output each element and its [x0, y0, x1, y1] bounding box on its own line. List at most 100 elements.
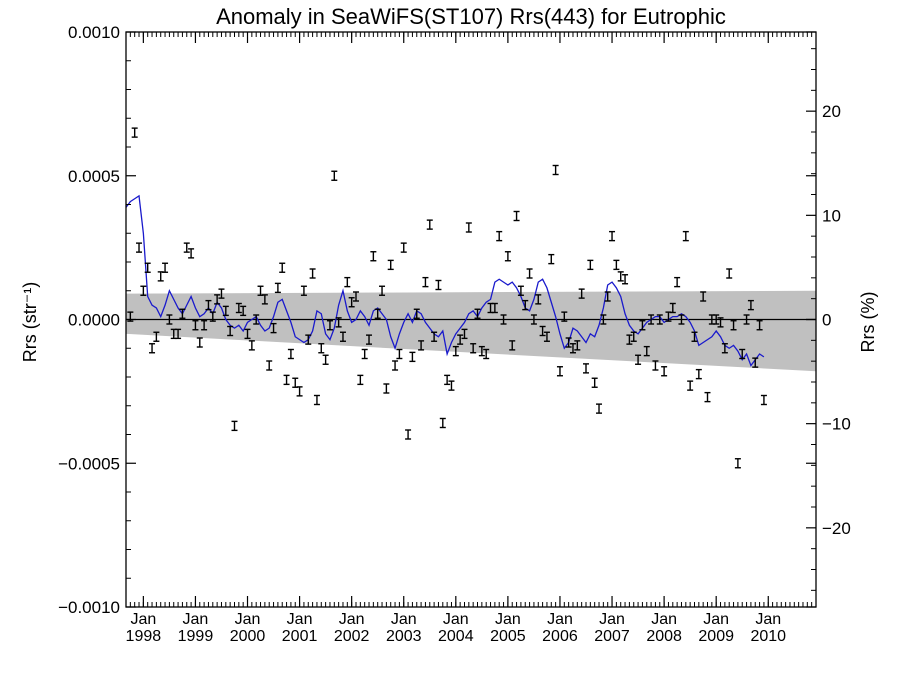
x-tick-label-year: 2010 [750, 628, 786, 645]
error-bar [630, 331, 637, 342]
x-tick-label-month: Jan [287, 611, 313, 628]
error-bar [196, 337, 203, 348]
error-bar [526, 268, 533, 279]
error-bar [661, 366, 668, 377]
error-bar [396, 348, 403, 360]
error-bar [483, 348, 490, 360]
x-tick-label-year: 2001 [282, 628, 318, 645]
error-bar [556, 366, 563, 377]
error-bar [413, 308, 420, 319]
error-bar [344, 276, 351, 288]
error-bar [400, 242, 407, 253]
y-axis-label-right: Rrs (%) [858, 292, 878, 353]
error-bar [700, 291, 707, 302]
error-bar [739, 348, 746, 360]
error-bar [578, 288, 585, 299]
error-bar [613, 259, 620, 271]
error-bar [153, 331, 160, 342]
error-bar [726, 268, 733, 279]
error-bar [179, 308, 186, 319]
error-bar [136, 242, 143, 253]
error-bar [379, 285, 386, 296]
y-right-tick-label: −20 [822, 519, 851, 538]
error-bar [426, 219, 433, 230]
error-bar [561, 311, 568, 322]
error-bar [543, 331, 550, 342]
error-bar [752, 357, 759, 368]
error-bar [348, 297, 355, 308]
error-bars-layer [127, 127, 767, 469]
error-bar [183, 242, 190, 253]
x-tick-label-month: Jan [339, 611, 365, 628]
error-bar [721, 343, 728, 354]
error-bar [240, 305, 247, 317]
error-bar [435, 279, 442, 291]
error-bar [383, 383, 390, 394]
error-bar [188, 248, 195, 259]
error-bar [166, 314, 173, 325]
confidence-band [126, 290, 816, 372]
error-bar [648, 314, 655, 325]
error-bar [639, 320, 646, 331]
error-bar [439, 417, 446, 429]
error-bar [604, 291, 611, 302]
error-bar [695, 368, 702, 380]
error-bar [313, 394, 320, 406]
error-bar [392, 360, 399, 371]
error-bar [322, 354, 329, 365]
error-bar [596, 403, 603, 414]
error-bar [704, 391, 711, 403]
error-bar [669, 302, 676, 314]
y-left-tick-label: 0.0010 [68, 23, 120, 42]
x-tick-label-month: Jan [235, 611, 261, 628]
error-bar [522, 299, 529, 311]
error-bar [552, 164, 559, 176]
x-tick-label-year: 2003 [386, 628, 422, 645]
error-bar [366, 334, 373, 345]
error-bar [682, 230, 689, 242]
error-bar [591, 377, 598, 388]
error-bar [583, 363, 589, 374]
x-tick-label-year: 1998 [126, 628, 162, 645]
error-bar [465, 222, 472, 233]
error-bar [530, 314, 537, 325]
error-bar [422, 276, 429, 288]
error-bar [331, 170, 338, 181]
error-bar [309, 268, 316, 279]
error-bar [452, 345, 459, 357]
x-tick-label-month: Jan [547, 611, 573, 628]
error-bar [730, 320, 737, 331]
error-bar [248, 340, 255, 351]
error-bar [318, 343, 325, 354]
x-tick-label-month: Jan [183, 611, 209, 628]
error-bar [201, 320, 208, 331]
x-tick-label-month: Jan [391, 611, 417, 628]
error-bar [209, 311, 216, 322]
error-bar [474, 308, 481, 319]
x-tick-label-year: 2002 [334, 628, 370, 645]
x-tick-label-month: Jan [443, 611, 469, 628]
error-bar [652, 360, 659, 371]
error-bar [283, 374, 290, 386]
x-tick-label-year: 2004 [438, 628, 474, 645]
error-bar [609, 230, 616, 242]
x-tick-label-month: Jan [651, 611, 677, 628]
x-tick-label-year: 2000 [230, 628, 266, 645]
error-bar [691, 331, 698, 342]
error-bar [192, 320, 199, 331]
error-bar [353, 291, 359, 302]
error-bar [635, 354, 642, 365]
error-bar [431, 331, 438, 342]
error-bar [266, 360, 273, 371]
error-bar [357, 374, 364, 386]
x-tick-label-year: 2008 [646, 628, 682, 645]
confidence-band-layer [126, 290, 816, 372]
error-bar [335, 317, 342, 328]
error-bar [175, 328, 182, 340]
error-bar [231, 420, 238, 432]
error-bar [444, 374, 451, 386]
error-bar [214, 294, 221, 305]
y-right-tick-label: −10 [822, 415, 851, 434]
error-bar [743, 314, 750, 325]
error-bar [756, 320, 763, 331]
